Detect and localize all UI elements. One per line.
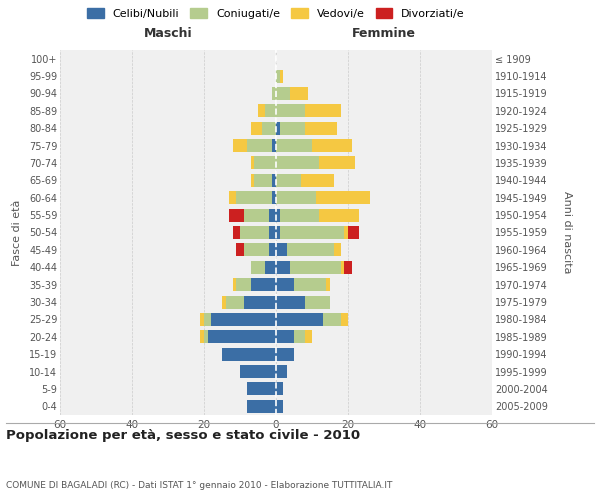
Bar <box>305 122 337 134</box>
Bar <box>276 400 283 413</box>
Bar <box>233 278 236 291</box>
Bar <box>341 313 348 326</box>
Bar <box>276 104 305 118</box>
Bar <box>222 296 226 308</box>
Bar <box>272 87 276 100</box>
Bar <box>269 244 276 256</box>
Bar <box>229 191 236 204</box>
Bar <box>276 330 294 344</box>
Bar <box>251 122 262 134</box>
Bar <box>301 174 334 187</box>
Bar <box>276 70 280 82</box>
Bar <box>247 139 272 152</box>
Bar <box>251 278 276 291</box>
Bar <box>280 208 319 222</box>
Bar <box>244 208 269 222</box>
Bar <box>319 208 359 222</box>
Bar <box>276 348 294 360</box>
Bar <box>276 365 287 378</box>
Bar <box>276 156 319 170</box>
Bar <box>312 139 352 152</box>
Bar <box>276 122 280 134</box>
Text: Popolazione per età, sesso e stato civile - 2010: Popolazione per età, sesso e stato civil… <box>6 430 360 442</box>
Bar <box>251 174 254 187</box>
Bar <box>254 174 272 187</box>
Bar <box>276 139 312 152</box>
Bar <box>265 260 276 274</box>
Bar <box>236 244 244 256</box>
Bar <box>276 260 290 274</box>
Bar <box>229 208 244 222</box>
Bar <box>280 70 283 82</box>
Bar <box>294 330 305 344</box>
Bar <box>294 278 326 291</box>
Bar <box>204 330 208 344</box>
Y-axis label: Fasce di età: Fasce di età <box>12 200 22 266</box>
Bar <box>344 260 352 274</box>
Bar <box>276 226 280 239</box>
Bar <box>276 87 290 100</box>
Bar <box>348 226 359 239</box>
Bar <box>236 191 272 204</box>
Bar <box>233 139 247 152</box>
Bar <box>269 226 276 239</box>
Bar <box>334 244 341 256</box>
Bar <box>265 104 276 118</box>
Legend: Celibi/Nubili, Coniugati/e, Vedovi/e, Divorziati/e: Celibi/Nubili, Coniugati/e, Vedovi/e, Di… <box>87 8 465 19</box>
Bar <box>272 191 276 204</box>
Bar <box>326 278 330 291</box>
Bar <box>247 382 276 396</box>
Bar <box>200 313 204 326</box>
Bar <box>244 296 276 308</box>
Bar <box>240 365 276 378</box>
Bar <box>208 330 276 344</box>
Bar <box>258 104 265 118</box>
Bar <box>276 382 283 396</box>
Bar <box>226 296 244 308</box>
Bar <box>251 156 254 170</box>
Bar <box>276 191 316 204</box>
Bar <box>276 278 294 291</box>
Bar <box>316 191 370 204</box>
Bar <box>236 278 251 291</box>
Bar <box>280 122 305 134</box>
Bar <box>254 156 276 170</box>
Bar <box>305 104 341 118</box>
Bar <box>222 348 276 360</box>
Bar <box>251 260 265 274</box>
Text: Femmine: Femmine <box>352 26 416 40</box>
Bar <box>211 313 276 326</box>
Bar <box>290 87 308 100</box>
Bar <box>287 244 334 256</box>
Bar <box>276 244 287 256</box>
Bar <box>276 296 305 308</box>
Text: Maschi: Maschi <box>143 26 193 40</box>
Bar <box>276 208 280 222</box>
Bar <box>262 122 276 134</box>
Bar <box>305 296 330 308</box>
Bar <box>272 139 276 152</box>
Bar <box>240 226 269 239</box>
Bar <box>341 260 344 274</box>
Y-axis label: Anni di nascita: Anni di nascita <box>562 191 572 274</box>
Bar <box>204 313 211 326</box>
Bar <box>280 226 344 239</box>
Bar <box>200 330 204 344</box>
Text: COMUNE DI BAGALADI (RC) - Dati ISTAT 1° gennaio 2010 - Elaborazione TUTTITALIA.I: COMUNE DI BAGALADI (RC) - Dati ISTAT 1° … <box>6 481 392 490</box>
Bar <box>233 226 240 239</box>
Bar <box>269 208 276 222</box>
Bar <box>247 400 276 413</box>
Bar <box>344 226 348 239</box>
Bar <box>290 260 341 274</box>
Bar <box>244 244 269 256</box>
Bar <box>305 330 312 344</box>
Bar <box>323 313 341 326</box>
Bar <box>272 174 276 187</box>
Bar <box>276 174 301 187</box>
Bar <box>276 313 323 326</box>
Bar <box>319 156 355 170</box>
